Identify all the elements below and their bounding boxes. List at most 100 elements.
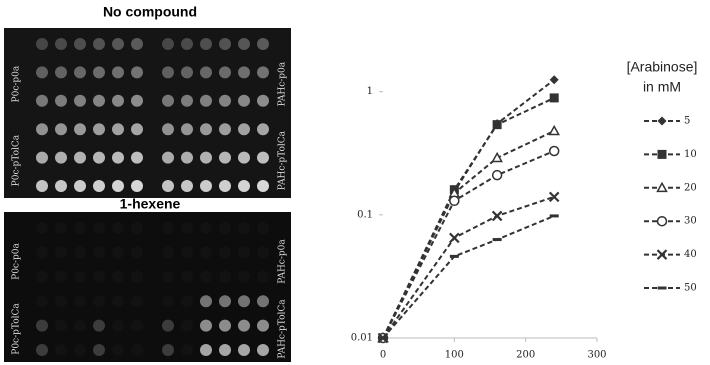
spot bbox=[162, 295, 174, 308]
row-label: P0c-p0a bbox=[12, 65, 22, 102]
x-tick-label: 200 bbox=[516, 350, 535, 361]
spot bbox=[36, 222, 48, 234]
row-label: PAHc-p0a bbox=[278, 61, 288, 106]
spot bbox=[131, 295, 143, 308]
spot bbox=[131, 246, 143, 259]
y-tick-label: 0.1 bbox=[357, 209, 373, 220]
legend-label: 30 bbox=[684, 216, 697, 227]
spot bbox=[55, 38, 67, 50]
plate bbox=[4, 28, 291, 198]
series-line bbox=[382, 78, 555, 339]
spot bbox=[238, 319, 250, 332]
spot bbox=[55, 319, 67, 332]
spot bbox=[162, 344, 174, 356]
spot bbox=[74, 38, 86, 50]
x-tick-label: 100 bbox=[445, 350, 464, 361]
spot bbox=[200, 270, 212, 283]
legend-marker bbox=[656, 181, 668, 193]
spot bbox=[219, 123, 231, 136]
spot bbox=[162, 38, 174, 50]
spot bbox=[257, 151, 269, 164]
spot bbox=[181, 123, 193, 136]
x-tick-label: 0 bbox=[380, 350, 386, 361]
marker bbox=[492, 238, 502, 242]
series-line bbox=[382, 215, 555, 339]
spot bbox=[93, 180, 105, 192]
legend-marker bbox=[656, 249, 668, 260]
plate bbox=[4, 212, 291, 362]
spot bbox=[162, 270, 174, 283]
spot bbox=[36, 180, 48, 192]
panel-title: 1-hexene bbox=[120, 196, 181, 212]
spot bbox=[55, 270, 67, 283]
legend-marker bbox=[657, 286, 667, 290]
row-label: PAHc-p0a bbox=[278, 239, 288, 284]
spot bbox=[93, 94, 105, 107]
spot bbox=[36, 344, 48, 356]
spot bbox=[181, 222, 193, 234]
spot bbox=[238, 94, 250, 107]
series-line bbox=[382, 195, 555, 339]
spot bbox=[74, 270, 86, 283]
spot bbox=[219, 180, 231, 192]
spot bbox=[200, 319, 212, 332]
spot bbox=[112, 319, 124, 332]
spot bbox=[257, 66, 269, 79]
spot bbox=[219, 151, 231, 164]
spot bbox=[219, 295, 231, 308]
spot bbox=[36, 319, 48, 332]
spot bbox=[36, 151, 48, 164]
spot bbox=[36, 123, 48, 136]
legend-label: 50 bbox=[684, 283, 697, 294]
row-label: PAHc-pTolCa bbox=[278, 130, 288, 190]
spot bbox=[55, 344, 67, 356]
spot bbox=[131, 180, 143, 192]
spot bbox=[74, 94, 86, 107]
spot bbox=[181, 295, 193, 308]
spot bbox=[162, 319, 174, 332]
legend-title: in mM bbox=[643, 79, 681, 95]
spot bbox=[162, 180, 174, 192]
spot bbox=[112, 246, 124, 259]
spot bbox=[219, 94, 231, 107]
spot bbox=[257, 94, 269, 107]
legend-label: 5 bbox=[684, 116, 690, 127]
spot bbox=[181, 180, 193, 192]
spot bbox=[238, 246, 250, 259]
spot bbox=[219, 246, 231, 259]
spot bbox=[257, 123, 269, 136]
spot bbox=[93, 319, 105, 332]
spot bbox=[219, 270, 231, 283]
legend-label: 40 bbox=[684, 249, 697, 260]
marker bbox=[549, 214, 559, 218]
spot bbox=[131, 123, 143, 136]
spot bbox=[93, 38, 105, 50]
spot bbox=[112, 295, 124, 308]
spot bbox=[200, 246, 212, 259]
spot bbox=[112, 222, 124, 234]
spot bbox=[257, 222, 269, 234]
marker bbox=[549, 75, 559, 85]
spot bbox=[74, 222, 86, 234]
spot bbox=[55, 222, 67, 234]
spot bbox=[238, 151, 250, 164]
spot bbox=[238, 38, 250, 50]
spot bbox=[36, 66, 48, 79]
series-line bbox=[382, 130, 555, 339]
spot bbox=[200, 38, 212, 50]
marker bbox=[378, 336, 388, 340]
spot bbox=[219, 38, 231, 50]
row-label: P0c-pTolCa bbox=[12, 134, 22, 186]
spot bbox=[131, 151, 143, 164]
marker bbox=[491, 210, 503, 222]
spot bbox=[181, 319, 193, 332]
spot bbox=[257, 344, 269, 356]
spot bbox=[131, 344, 143, 356]
spot bbox=[36, 94, 48, 107]
y-tick-label: 1 bbox=[367, 86, 373, 97]
spot bbox=[238, 66, 250, 79]
spot bbox=[200, 94, 212, 107]
spot bbox=[200, 151, 212, 164]
spot bbox=[238, 222, 250, 234]
